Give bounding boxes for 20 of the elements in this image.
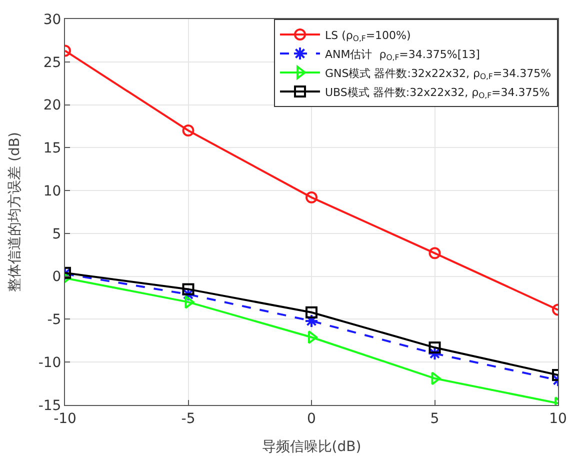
legend-label: UBS模式 器件数:32x22x32, ρ$_{O,F}$=34.375% bbox=[325, 86, 550, 100]
y-tick-label: 15 bbox=[43, 140, 62, 157]
y-tick-label: -15 bbox=[38, 398, 62, 414]
x-tick-label: 10 bbox=[549, 410, 567, 427]
x-tick-label: 0 bbox=[307, 410, 316, 427]
legend-label: LS (ρ$_{O,F}$=100%) bbox=[325, 28, 411, 44]
x-tick-label: -5 bbox=[181, 410, 196, 427]
y-tick-label: 30 bbox=[43, 12, 62, 28]
x-tick-label: 5 bbox=[430, 410, 440, 427]
y-tick-label: 20 bbox=[43, 98, 62, 114]
y-tick-label: 25 bbox=[43, 54, 62, 71]
y-tick-label: -5 bbox=[47, 312, 62, 328]
legend-label: ANM估计 ρ$_{O,F}$=34.375%[13] bbox=[325, 48, 480, 62]
legend-label: GNS模式 器件数:32x22x32, ρ$_{O,F}$=34.375% bbox=[325, 66, 552, 82]
x-axis-title: 导频信噪比(dB) bbox=[262, 439, 362, 456]
y-tick-label: 5 bbox=[52, 226, 62, 242]
y-tick-label: -10 bbox=[38, 355, 62, 372]
y-tick-label: 0 bbox=[52, 269, 62, 286]
y-tick-label: 10 bbox=[43, 183, 62, 200]
y-axis-title: 整体信道的均方误差 (dB) bbox=[6, 132, 23, 292]
